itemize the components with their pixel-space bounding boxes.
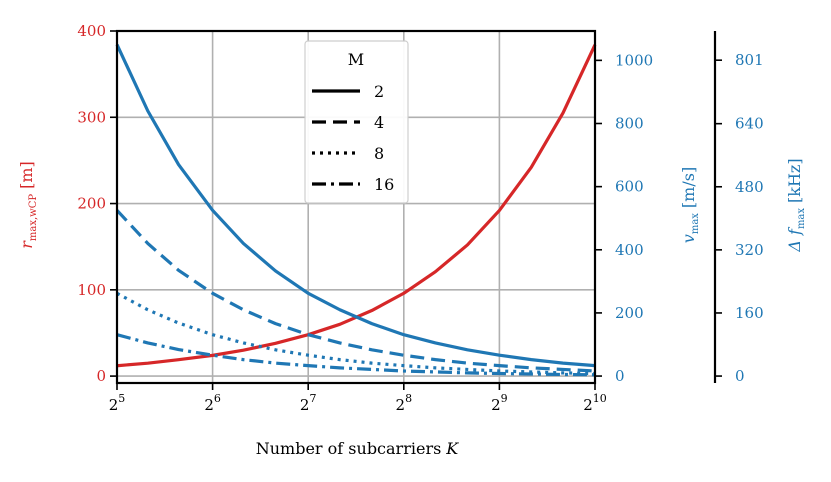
right1-tick-label: 200: [615, 304, 644, 322]
right2-tick-label: 0: [735, 367, 745, 385]
right1-tick-label: 400: [615, 241, 644, 259]
left-axis: 0 100 200 300 400: [77, 22, 117, 385]
x-tick-label: 26: [204, 392, 221, 414]
left-tick-label: 400: [77, 22, 106, 40]
x-tick-label: 29: [491, 392, 508, 414]
right2-tick-label: 640: [735, 115, 764, 133]
right-axis-velocity-label: vmax[m/s]: [679, 167, 701, 243]
legend-label-4: 4: [374, 113, 384, 132]
right-axis-velocity: 0 200 400 600 800 1000: [595, 51, 653, 385]
right1-tick-label: 0: [615, 367, 625, 385]
right1-tick-label: 800: [615, 114, 644, 132]
right1-tick-label: 600: [615, 178, 644, 196]
legend-title: M: [348, 50, 364, 69]
series-line-1: [115, 43, 596, 368]
x-tick-label: 27: [300, 392, 317, 414]
x-tick-label: 28: [396, 392, 413, 414]
series-line-3: [116, 291, 596, 376]
right2-tick-label: 160: [735, 304, 764, 322]
x-axis: 25 26 27 28 29 210: [109, 383, 607, 414]
series-line-2: [115, 209, 596, 373]
x-tick-label: 25: [109, 392, 126, 414]
left-tick-label: 300: [77, 108, 106, 126]
right-axis-doppler-label: Δ fmax[kHz]: [785, 158, 807, 252]
right1-tick-label: 1000: [615, 51, 653, 69]
right2-tick-label: 801: [735, 51, 764, 69]
right-axis-doppler: 0 160 320 480 640 801: [713, 31, 764, 385]
plot-border: [115, 29, 597, 385]
right2-tick-label: 320: [735, 241, 764, 259]
legend-label-16: 16: [374, 175, 394, 194]
series-lines: [115, 43, 597, 377]
left-axis-label: rmax,wCP[m]: [17, 161, 39, 249]
plot-frame: [115, 29, 597, 385]
left-tick-label: 0: [96, 367, 106, 385]
left-tick-label: 100: [77, 281, 106, 299]
legend-label-2: 2: [374, 82, 384, 101]
right2-tick-label: 480: [735, 178, 764, 196]
x-tick-label: 210: [583, 392, 607, 414]
legend: M 2 4 8 16: [304, 40, 409, 204]
left-tick-label: 200: [77, 195, 106, 213]
legend-label-8: 8: [374, 144, 384, 163]
x-axis-label: Number of subcarriers K: [256, 439, 460, 458]
